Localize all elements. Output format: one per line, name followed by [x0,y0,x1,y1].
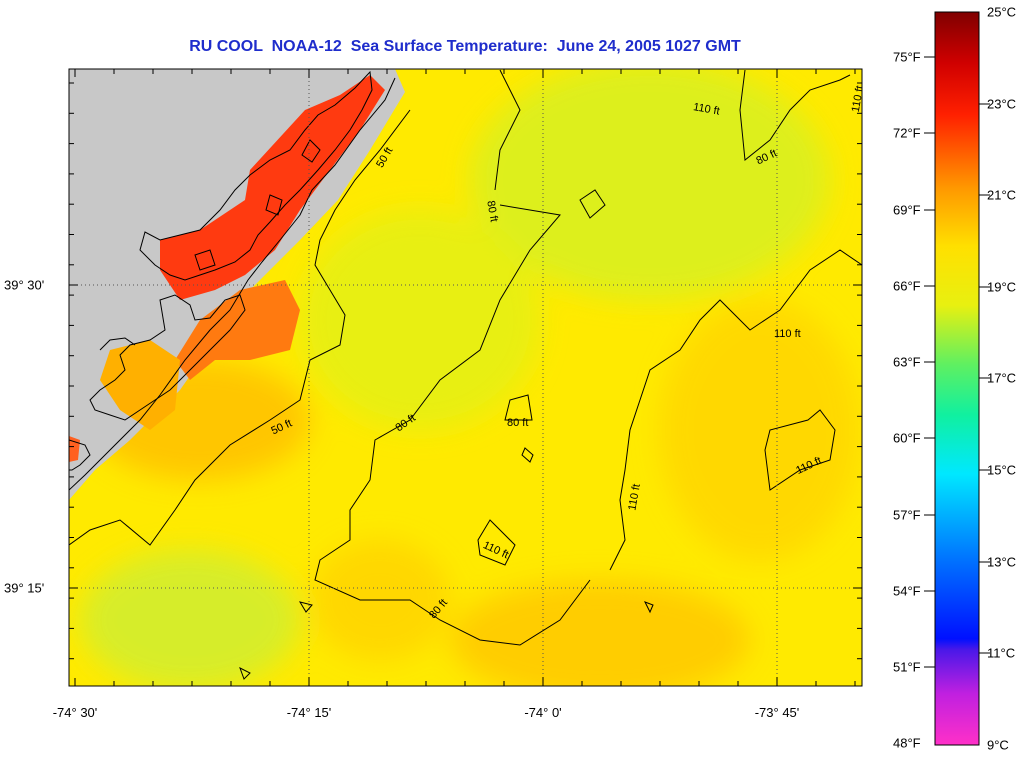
colorbar-f-label: 72°F [893,125,921,141]
latitude-label: 39° 30' [4,277,45,293]
colorbar-f-label: 69°F [893,202,921,218]
latitude-label: 39° 15' [4,580,45,596]
colorbar-c-label: 21°C [987,187,1017,203]
contour-label: 110 ft [774,328,801,340]
colorbar-f-label: 63°F [893,354,921,370]
contour-label: 110 ft [692,101,720,117]
warm-coastal-water [160,75,385,300]
longitude-label: -74° 15' [286,705,332,720]
colorbar-c-label: 13°C [987,554,1017,570]
contour-label: 80 ft [484,200,500,223]
colorbar-f-label: 54°F [893,583,921,599]
colorbar-f-label: 66°F [893,278,921,294]
colorbar-c-label: 25°C [987,4,1017,20]
colorbar-f-label: 60°F [893,430,921,446]
contour-label: 110 ft [850,85,866,113]
contour-label: 80 ft [507,417,528,429]
colorbar-f-label: 57°F [893,507,921,523]
colorbar-c-label: 23°C [987,96,1017,112]
colorbar-f-label: 51°F [893,659,921,675]
colorbar-c-label: 17°C [987,370,1017,386]
longitude-label: -74° 0' [524,705,562,720]
contour-label: 110 ft [626,483,642,511]
colorbar-c-label: 9°C [987,737,1009,753]
map-title: RU COOL NOAA-12 Sea Surface Temperature:… [189,38,741,55]
colorbar [934,11,980,746]
colorbar-f-label: 48°F [893,735,921,751]
colorbar-c-label: 15°C [987,462,1017,478]
colorbar-c-label: 11°C [987,645,1016,661]
longitude-label: -73° 45' [754,705,800,720]
longitude-label: -74° 30' [52,705,98,720]
colorbar-f-label: 75°F [893,49,921,65]
colorbar-c-label: 19°C [987,279,1017,295]
